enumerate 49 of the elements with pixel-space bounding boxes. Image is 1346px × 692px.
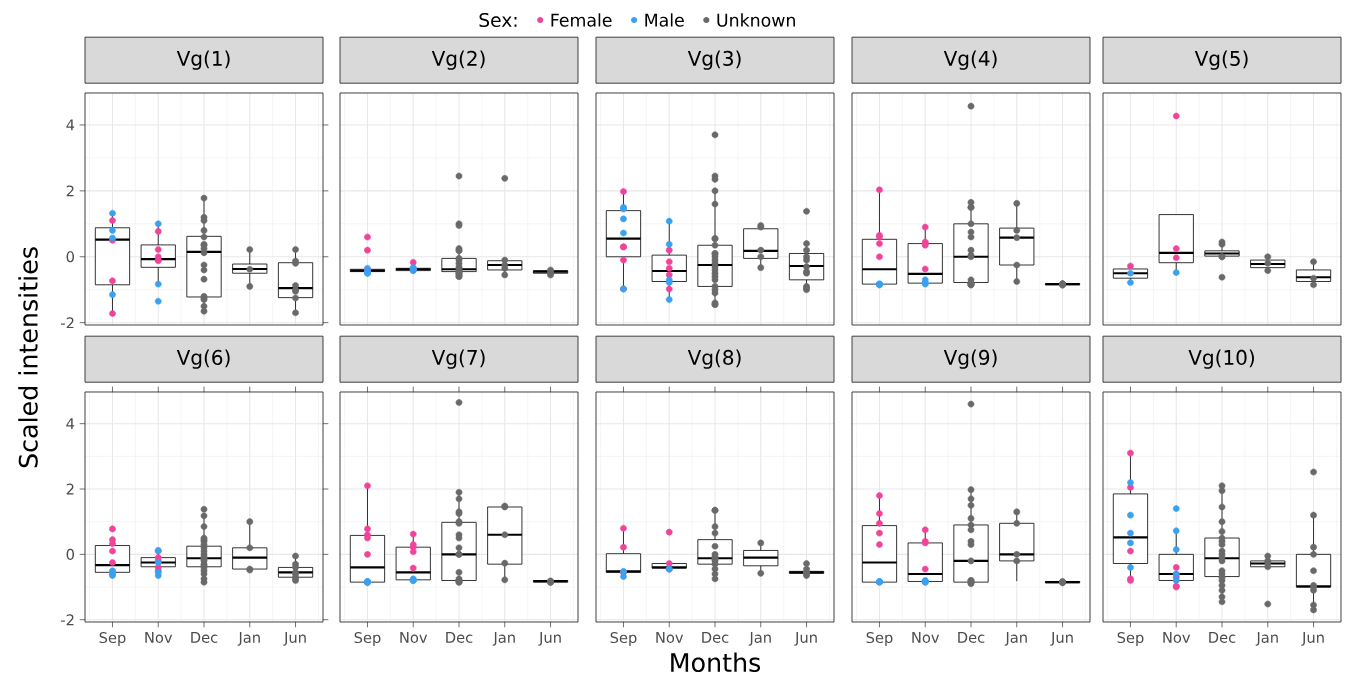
chart-title: Vg(10) [1188, 349, 1254, 369]
y-tick-label: 2 [66, 185, 74, 197]
y-tick-label: 0 [66, 251, 74, 263]
x-tick-label: Jan [748, 632, 771, 646]
x-tick-label: Dec [1209, 632, 1236, 643]
x-tick-label: Sep [354, 632, 381, 646]
x-tick-label: Jan [237, 632, 260, 646]
chart-title: Vg(9) [943, 349, 997, 369]
chart-title: Vg(7) [431, 349, 485, 369]
x-tick-label: Jun [794, 632, 817, 646]
x-axis-title: Months [671, 652, 761, 673]
legend-label: Male [645, 13, 684, 27]
legend-title: Sex: [479, 12, 517, 28]
legend-label: Unknown [717, 13, 795, 27]
x-tick-label: Nov [400, 632, 428, 643]
y-axis-title: Scaled intensities [18, 247, 38, 468]
chart-title: Vg(6) [176, 349, 230, 369]
x-tick-label: Sep [1117, 632, 1144, 646]
x-tick-label: Nov [912, 632, 940, 643]
x-tick-label: Dec [446, 632, 473, 643]
chart-title: Vg(8) [687, 349, 741, 369]
chart-title: Vg(5) [1194, 50, 1248, 70]
x-tick-label: Jun [283, 632, 306, 646]
x-tick-label: Jan [1255, 632, 1278, 646]
chart-title: Vg(3) [687, 50, 741, 70]
x-tick-label: Jan [1004, 632, 1027, 646]
x-tick-label: Sep [610, 632, 637, 646]
x-tick-label: Jun [1050, 632, 1073, 646]
y-tick-label: -2 [61, 317, 74, 329]
x-tick-label: Nov [656, 632, 684, 643]
x-tick-label: Nov [145, 632, 173, 643]
x-tick-label: Dec [191, 632, 218, 643]
x-tick-label: Jan [492, 632, 515, 646]
y-tick-label: 4 [66, 119, 75, 131]
x-tick-label: Dec [702, 632, 729, 643]
chart-title: Vg(2) [431, 50, 485, 70]
x-tick-label: Jun [1301, 632, 1324, 646]
chart-title: Vg(1) [176, 50, 230, 70]
chart-title: Vg(4) [943, 50, 997, 70]
x-tick-label: Sep [99, 632, 126, 646]
y-tick-label: 0 [66, 548, 74, 560]
x-tick-label: Dec [958, 632, 985, 643]
x-tick-label: Jun [538, 632, 561, 646]
x-tick-label: Sep [866, 632, 893, 646]
y-tick-label: 4 [66, 418, 75, 430]
x-tick-label: Nov [1163, 632, 1191, 643]
y-tick-label: 2 [66, 483, 74, 495]
legend-label: Female [551, 13, 612, 27]
y-tick-label: -2 [61, 614, 74, 626]
